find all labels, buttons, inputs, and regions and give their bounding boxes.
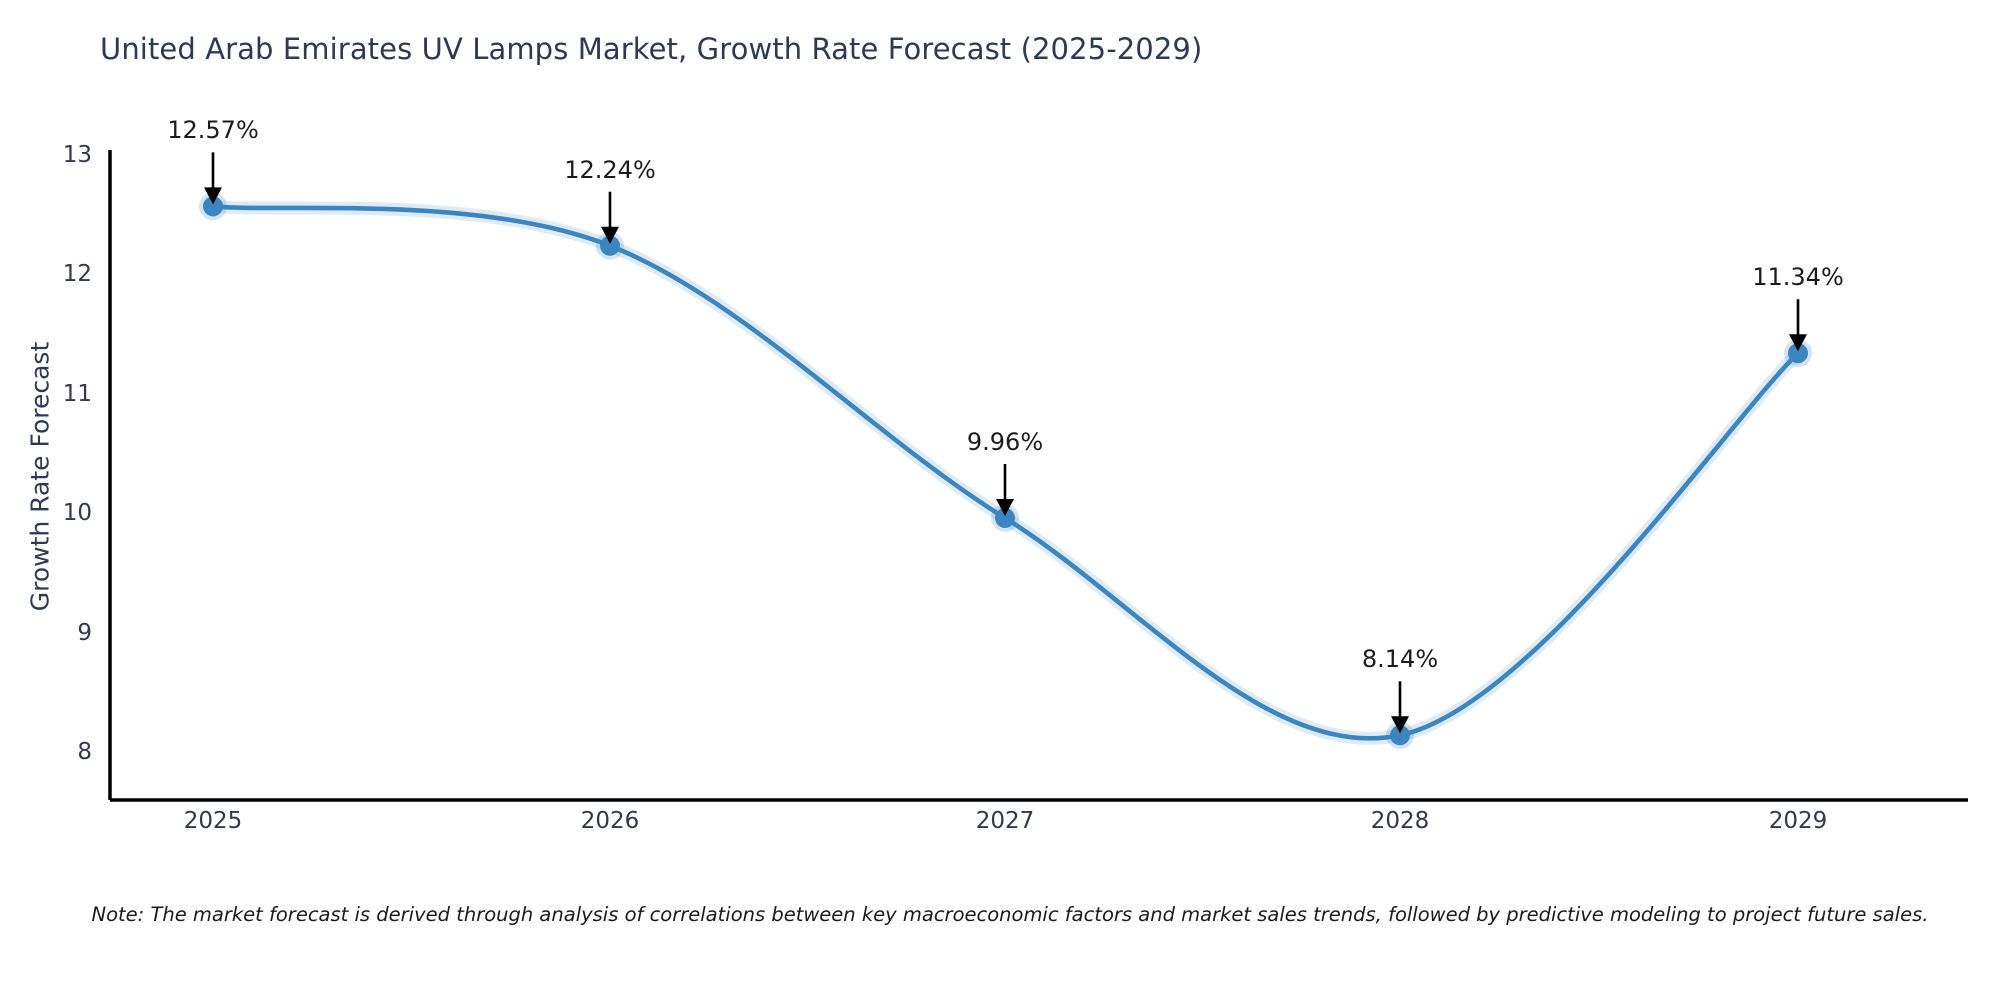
- chart-footnote-text: Note: The market forecast is derived thr…: [91, 903, 1929, 926]
- annotation-arrow-head: [204, 187, 222, 205]
- annotation-arrow-head: [601, 226, 619, 244]
- x-axis-tick-2026: 2026: [580, 808, 640, 834]
- y-axis-tick-12: 12: [62, 261, 92, 288]
- data-point-marker-2027[interactable]: [995, 507, 1015, 528]
- data-label-2025: 12.57%: [167, 116, 259, 145]
- data-series-line: [206, 199, 1805, 745]
- data-label-2027: 9.96%: [966, 427, 1044, 456]
- annotation-arrow-head: [1789, 334, 1807, 352]
- y-axis-tick-13: 13: [62, 142, 92, 168]
- y-axis-tick-8: 8: [77, 739, 92, 765]
- annotation-arrow-head: [1391, 716, 1409, 734]
- annotation-arrow-head: [996, 498, 1014, 516]
- data-label-2026: 12.24%: [564, 155, 656, 184]
- axis-spines: [108, 150, 1968, 802]
- x-axis-tick-2027: 2027: [975, 808, 1035, 834]
- y-axis-tick-9: 9: [77, 619, 92, 646]
- chart-footnote: Note: The market forecast is derived thr…: [0, 903, 2000, 926]
- x-axis-tick-2025: 2025: [183, 808, 243, 834]
- data-label-2029: 11.34%: [1752, 263, 1844, 292]
- data-point-marker-2025[interactable]: [203, 196, 223, 217]
- data-point-marker-2026[interactable]: [600, 235, 620, 256]
- data-point-markers: [199, 192, 1812, 750]
- chart-title: United Arab Emirates UV Lamps Market, Gr…: [100, 32, 1203, 66]
- x-axis-tick-2029: 2029: [1768, 808, 1828, 834]
- data-point-marker-2029[interactable]: [1788, 343, 1808, 364]
- y-axis-tick-labels: 13 12 11 10 9 8: [22, 0, 92, 1000]
- data-point-marker-2028[interactable]: [1390, 725, 1410, 746]
- data-label-2028: 8.14%: [1361, 645, 1439, 674]
- x-axis-tick-2028: 2028: [1370, 808, 1430, 834]
- y-axis-tick-10: 10: [62, 500, 92, 527]
- annotation-arrows: [204, 152, 1807, 734]
- y-axis-tick-11: 11: [62, 380, 92, 407]
